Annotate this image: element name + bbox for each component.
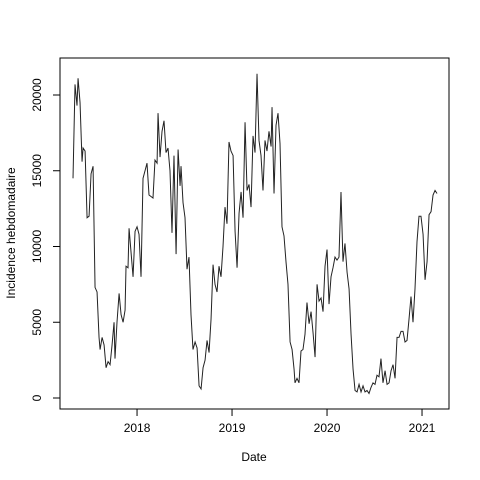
- y-tick-label: 0: [30, 394, 44, 401]
- y-tick-label: 15000: [30, 154, 44, 188]
- x-axis-label: Date: [241, 450, 267, 464]
- y-tick-label: 5000: [30, 309, 44, 336]
- data-line: [72, 73, 438, 395]
- x-tick-label: 2021: [409, 421, 436, 435]
- x-tick-label: 2018: [124, 421, 151, 435]
- y-tick-label: 10000: [30, 229, 44, 263]
- y-tick-label: 20000: [30, 78, 44, 112]
- x-tick-label: 2020: [314, 421, 341, 435]
- y-axis-label: Incidence hebdomadaire: [4, 167, 18, 299]
- plot-box: [59, 57, 450, 410]
- x-tick-label: 2019: [219, 421, 246, 435]
